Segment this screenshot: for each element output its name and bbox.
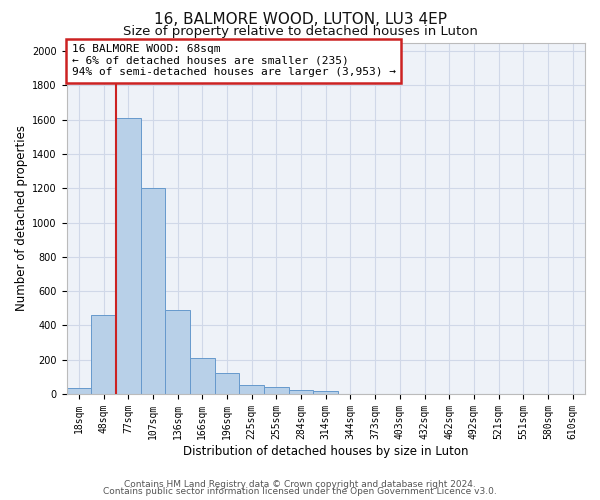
Text: 16, BALMORE WOOD, LUTON, LU3 4EP: 16, BALMORE WOOD, LUTON, LU3 4EP: [154, 12, 446, 28]
Bar: [239, 386, 264, 394]
Text: Contains HM Land Registry data © Crown copyright and database right 2024.: Contains HM Land Registry data © Crown c…: [124, 480, 476, 489]
Bar: [67, 388, 91, 394]
Bar: [116, 118, 140, 394]
Bar: [215, 372, 239, 394]
X-axis label: Distribution of detached houses by size in Luton: Distribution of detached houses by size …: [183, 444, 469, 458]
Bar: [264, 387, 289, 394]
Bar: [140, 188, 165, 394]
Bar: [190, 358, 215, 394]
Text: 16 BALMORE WOOD: 68sqm
← 6% of detached houses are smaller (235)
94% of semi-det: 16 BALMORE WOOD: 68sqm ← 6% of detached …: [71, 44, 395, 78]
Bar: [313, 392, 338, 394]
Text: Size of property relative to detached houses in Luton: Size of property relative to detached ho…: [122, 25, 478, 38]
Bar: [165, 310, 190, 394]
Bar: [91, 315, 116, 394]
Text: Contains public sector information licensed under the Open Government Licence v3: Contains public sector information licen…: [103, 488, 497, 496]
Bar: [289, 390, 313, 394]
Y-axis label: Number of detached properties: Number of detached properties: [15, 125, 28, 311]
